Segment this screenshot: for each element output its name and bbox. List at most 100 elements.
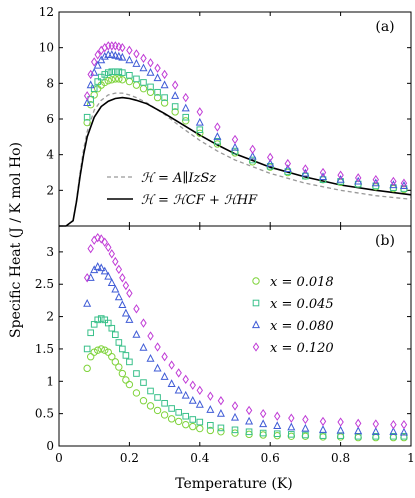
data-point-diamond	[196, 107, 204, 117]
data-point-square	[97, 315, 105, 322]
panel-b: 0 0.5 1 1.5 2 2.5 3 0 0.2 0.4 0.6 0.8 1 (b) x = 0.018 x…	[35, 225, 415, 465]
data-point-triangle	[283, 164, 292, 173]
data-point-diamond	[133, 304, 140, 314]
y-tick-label: 3	[46, 245, 54, 259]
y-tick-label: 12	[39, 5, 54, 19]
data-point-triangle	[104, 271, 113, 280]
x-tick-label: 0.8	[331, 451, 350, 465]
data-point-triangle	[336, 174, 345, 183]
data-point-triangle	[354, 176, 363, 185]
data-point-diamond	[274, 411, 281, 421]
x-axis-label: Temperature (K)	[175, 476, 293, 492]
x-tick-label: 1	[407, 451, 415, 465]
data-point-diamond	[302, 414, 309, 425]
data-point-triangle	[216, 408, 225, 417]
data-point-diamond	[119, 42, 126, 53]
data-point-circle	[104, 348, 112, 356]
data-point-triangle	[213, 132, 222, 140]
data-point-circle	[101, 78, 109, 87]
data-point-triangle	[318, 172, 328, 181]
data-point-circle	[94, 84, 102, 93]
data-point-circle	[182, 117, 190, 125]
data-point-circle	[118, 76, 127, 84]
data-point-diamond	[112, 256, 119, 267]
x-tick-label: 0.2	[120, 451, 139, 465]
y-tick-label: 1.5	[35, 342, 54, 356]
data-point-square	[189, 416, 197, 423]
data-point-square	[119, 69, 126, 76]
data-point-triangle	[354, 426, 363, 435]
data-point-triangle	[114, 51, 123, 60]
data-point-diamond	[83, 273, 91, 283]
data-point-square	[104, 69, 112, 76]
data-point-triangle	[132, 59, 141, 67]
y-tick-label: 2	[46, 183, 54, 197]
data-point-diamond	[108, 41, 116, 51]
data-point-circle	[206, 426, 215, 435]
data-point-square	[108, 324, 116, 332]
data-point-square	[245, 428, 253, 436]
legend-marker-triangle	[251, 320, 261, 329]
legend-entry-label: x = 0.120	[270, 341, 334, 356]
data-point-diamond	[284, 158, 292, 169]
data-point-triangle	[111, 51, 120, 59]
data-point-square	[273, 430, 281, 438]
data-point-triangle	[389, 180, 398, 189]
data-point-diamond	[319, 416, 327, 427]
data-point-square	[126, 72, 133, 79]
data-point-triangle	[181, 103, 190, 112]
legend-entry-label: x = 0.080	[270, 319, 334, 334]
data-point-circle	[301, 432, 310, 440]
data-point-triangle	[245, 416, 254, 425]
data-point-triangle	[100, 266, 109, 275]
data-point-triangle	[318, 425, 328, 433]
data-point-circle	[389, 433, 398, 442]
data-point-circle	[287, 432, 296, 440]
data-point-triangle	[93, 262, 102, 270]
data-point-circle	[90, 91, 98, 99]
data-point-triangle	[259, 419, 268, 428]
data-point-circle	[196, 424, 204, 433]
data-point-diamond	[354, 173, 362, 183]
data-point-circle	[115, 75, 123, 83]
data-point-diamond	[207, 391, 214, 401]
data-point-diamond	[140, 318, 147, 328]
data-point-square	[101, 71, 109, 78]
data-point-circle	[259, 431, 267, 439]
data-point-square	[400, 432, 408, 440]
data-point-triangle	[230, 412, 240, 421]
data-point-diamond	[161, 69, 168, 80]
data-point-triangle	[371, 427, 380, 435]
x-tick-label: 0	[55, 451, 63, 465]
data-point-diamond	[101, 237, 108, 247]
legend-marker-diamond	[252, 342, 260, 352]
data-point-triangle	[153, 363, 162, 372]
data-point-triangle	[125, 55, 134, 64]
data-point-circle	[160, 99, 169, 107]
data-point-diamond	[147, 331, 154, 341]
data-point-diamond	[400, 419, 408, 430]
data-point-square	[182, 412, 190, 420]
data-point-circle	[122, 376, 130, 384]
data-point-square	[94, 78, 102, 85]
data-point-square	[108, 68, 116, 76]
data-point-diamond	[154, 342, 161, 352]
data-point-triangle	[160, 372, 169, 380]
data-point-diamond	[105, 242, 112, 253]
y-tick-label: 0.5	[35, 407, 54, 421]
legend-marker-square	[252, 299, 260, 307]
data-point-triangle	[399, 427, 408, 436]
data-point-circle	[217, 428, 225, 436]
data-point-triangle	[301, 423, 310, 432]
data-point-diamond	[119, 273, 126, 283]
data-point-square	[196, 418, 204, 426]
plot-frame	[58, 225, 412, 447]
data-point-diamond	[154, 63, 161, 73]
data-point-square	[104, 319, 112, 327]
data-point-square	[112, 331, 119, 339]
data-point-diamond	[147, 58, 154, 68]
data-point-circle	[171, 108, 179, 116]
data-point-triangle	[107, 50, 116, 58]
data-point-circle	[111, 75, 120, 83]
data-point-diamond	[266, 152, 274, 163]
